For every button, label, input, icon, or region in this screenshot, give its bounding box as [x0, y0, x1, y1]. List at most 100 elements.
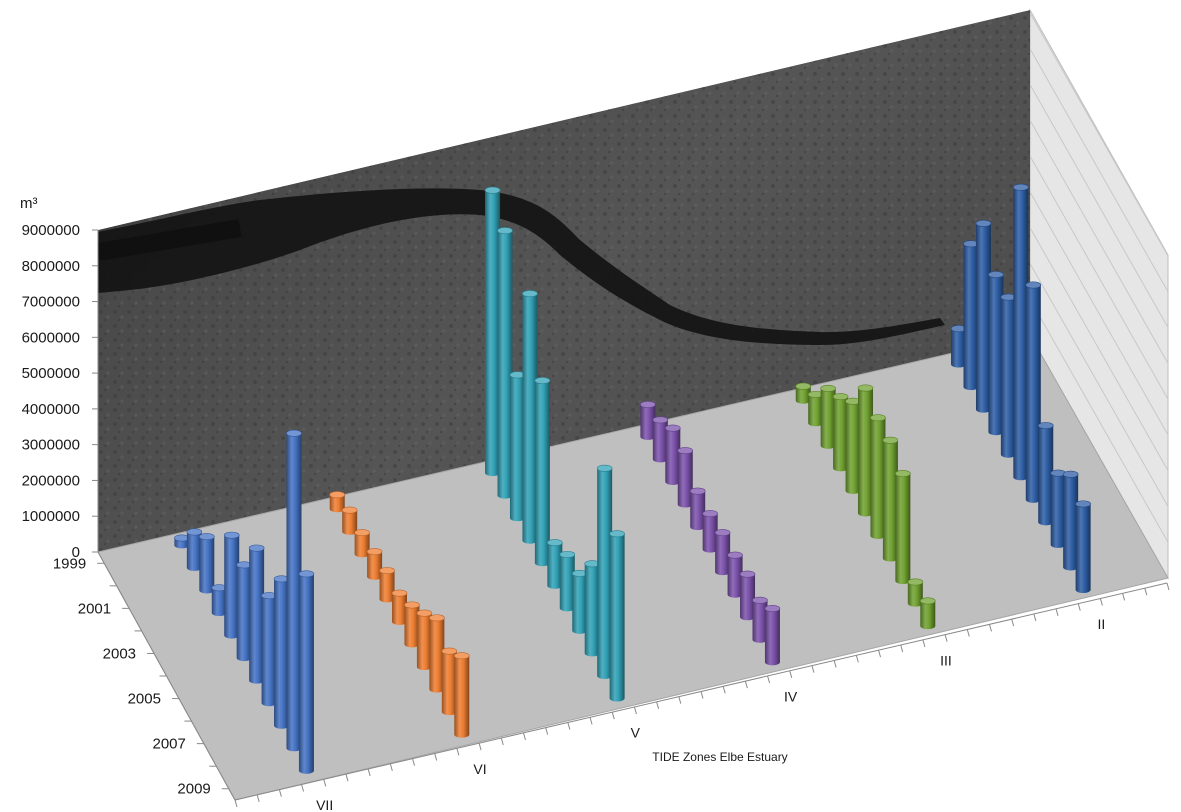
y-tick-label: 5000000: [22, 365, 80, 382]
zone-tick-mark: [855, 655, 859, 663]
y-tick-label: 6000000: [22, 329, 80, 346]
zone-tick-mark: [412, 758, 416, 766]
bar-V-2002: [522, 290, 538, 544]
zone-tick-mark: [567, 722, 571, 730]
bar-body: [211, 587, 227, 617]
bar-cap: [714, 529, 731, 537]
bar-cap: [1013, 183, 1029, 191]
zone-tick-mark: [434, 753, 438, 761]
bar-body: [249, 548, 265, 684]
bar-body: [858, 388, 874, 517]
bar-III-2000: [807, 390, 824, 427]
bar-cap: [727, 551, 743, 559]
zone-tick-mark: [767, 675, 771, 684]
bar-V-2001: [509, 371, 526, 522]
zone-tick-mark: [500, 737, 504, 746]
bar-body: [186, 531, 202, 571]
bar-cap: [416, 609, 433, 617]
bar-cap: [640, 400, 656, 408]
zone-tick-mark: [1099, 598, 1103, 606]
bar-V-2007: [584, 560, 600, 657]
bar-body: [870, 417, 886, 539]
zone-tick-mark: [633, 706, 637, 715]
bar-body: [274, 578, 290, 729]
bar-body: [652, 419, 668, 463]
bar-V-2005: [559, 550, 576, 612]
zone-tick-mark: [367, 768, 371, 777]
bar-II-2003: [1000, 293, 1017, 458]
bar-III-1999: [795, 382, 812, 404]
zone-tick-mark: [922, 639, 926, 647]
bar-body: [509, 374, 525, 522]
zone-tick-mark: [789, 670, 793, 678]
bar-body: [920, 600, 936, 630]
bar-body: [584, 563, 600, 657]
zone-tick-mark: [1011, 619, 1015, 627]
bar-III-2001: [820, 384, 836, 449]
bar-body: [665, 428, 681, 485]
bar-III-2005: [870, 414, 886, 539]
bar-cap: [298, 570, 315, 578]
bar-II-2004: [1013, 183, 1029, 481]
bar-body: [416, 613, 432, 671]
bar-IV-2003: [689, 487, 706, 531]
zone-tick-mark: [301, 784, 305, 792]
bar-cap: [975, 219, 992, 227]
bar-VII-2008: [286, 429, 302, 752]
bar-cap: [223, 531, 240, 539]
bar-cap: [882, 436, 899, 444]
bar-cap: [752, 596, 768, 604]
bar-cap: [354, 529, 370, 537]
y-tick-label: 0: [72, 544, 80, 561]
bar-II-2008: [1062, 470, 1079, 571]
bar-VII-2009: [298, 570, 315, 774]
bar-cap: [484, 186, 501, 194]
bar-body: [975, 223, 991, 413]
zone-tick-mark: [700, 691, 704, 699]
bar-cap: [1075, 500, 1091, 508]
bar-body: [702, 513, 718, 553]
y-tick-label: 7000000: [22, 294, 80, 311]
zone-label: VII: [316, 797, 333, 812]
bar-body: [485, 190, 501, 477]
zone-tick-mark: [234, 799, 238, 808]
zone-tick-mark: [478, 743, 482, 751]
bar-V-2009: [609, 530, 625, 702]
zone-tick-mark: [811, 665, 815, 673]
bar-body: [497, 230, 513, 499]
bar-V-2003: [534, 377, 551, 567]
bar-III-2006: [882, 436, 899, 562]
bar-body: [1075, 503, 1091, 594]
bar-cap: [677, 447, 694, 455]
bar-series-group: [174, 183, 1091, 774]
bar-V-2006: [571, 569, 588, 634]
bar-III-2002: [832, 393, 849, 472]
bar-III-2004: [857, 384, 874, 517]
bar-cap: [248, 544, 265, 552]
zone-tick-mark: [944, 634, 948, 642]
zone-tick-mark: [833, 660, 837, 668]
zone-tick-mark: [611, 712, 615, 720]
zone-tick-mark: [988, 624, 992, 632]
bar-body: [677, 450, 693, 508]
bar-III-2008: [907, 578, 924, 607]
bar-IV-2007: [739, 570, 756, 621]
bar-body: [808, 394, 824, 427]
bar-cap: [609, 530, 625, 538]
bar-cap: [702, 510, 718, 518]
bar-body: [1063, 474, 1079, 571]
zone-tick-mark: [256, 794, 260, 802]
bar-cap: [596, 464, 613, 472]
zone-tick-mark: [722, 686, 726, 694]
bar-cap: [1062, 470, 1079, 478]
bar-body: [795, 386, 811, 404]
bar-VII-2001: [199, 533, 215, 594]
zone-tick-mark: [389, 763, 393, 771]
bar-cap: [919, 597, 936, 605]
bar-IV-2002: [677, 447, 694, 508]
year-tick-label: 2001: [78, 600, 111, 617]
bar-body: [224, 535, 240, 639]
bar-body: [534, 380, 550, 567]
